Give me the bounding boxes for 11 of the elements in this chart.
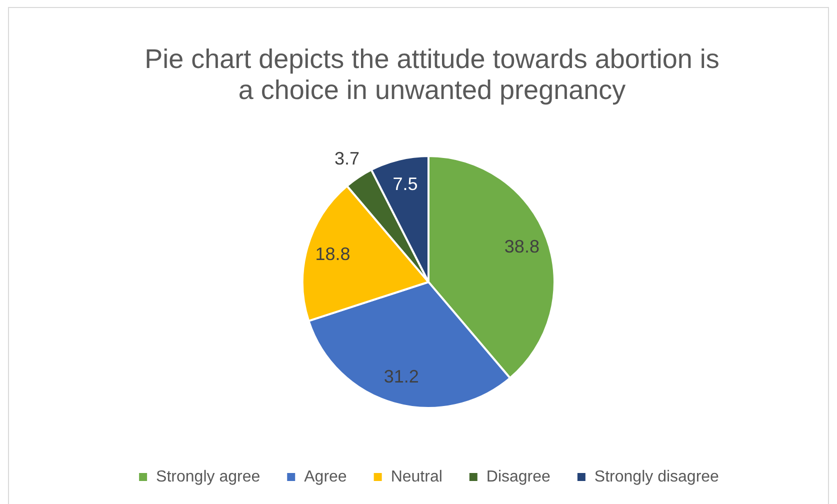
legend-label: Neutral bbox=[390, 468, 442, 486]
legend-label: Strongly disagree bbox=[594, 468, 720, 486]
data-label: 38.8 bbox=[504, 236, 540, 257]
data-label: 7.5 bbox=[392, 174, 418, 194]
data-label: 3.7 bbox=[334, 148, 360, 169]
data-label: 18.8 bbox=[315, 244, 350, 264]
data-label: 31.2 bbox=[384, 366, 419, 387]
legend-label: Agree bbox=[304, 468, 347, 486]
chart-title: Pie chart depicts the attitude towards abortion is a choice in unwanted pregnancy bbox=[144, 44, 720, 106]
legend-label: Disagree bbox=[486, 468, 551, 486]
legend-label: Strongly agree bbox=[156, 468, 260, 486]
